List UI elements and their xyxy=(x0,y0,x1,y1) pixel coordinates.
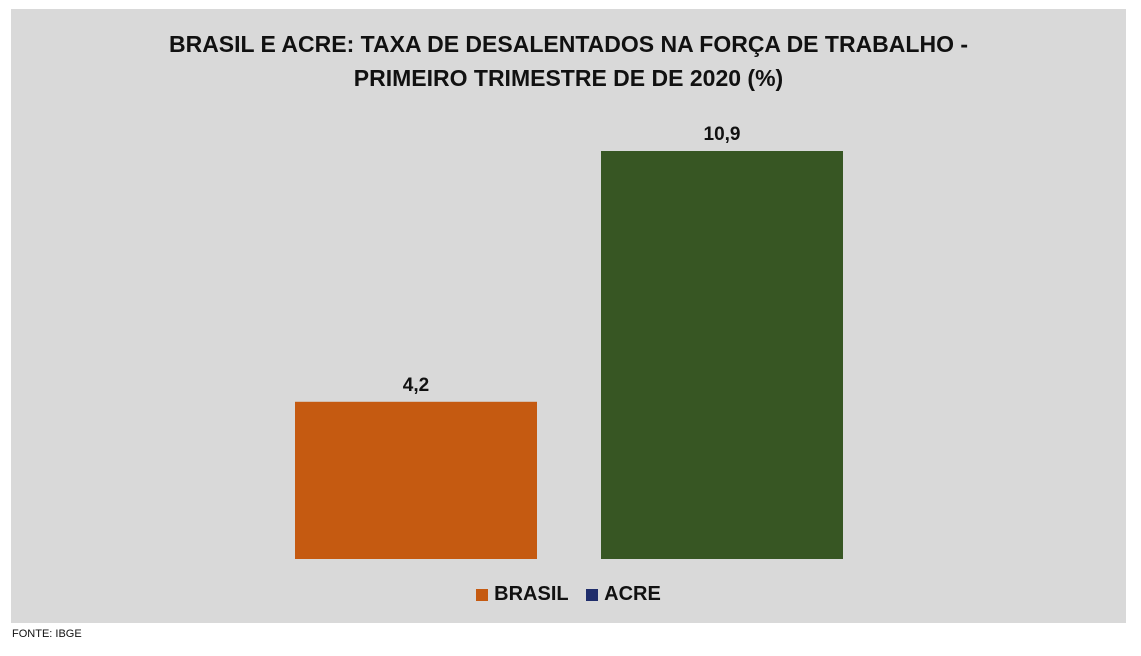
chart-title-line-1: BRASIL E ACRE: TAXA DE DESALENTADOS NA F… xyxy=(168,31,969,57)
source-note: FONTE: IBGE xyxy=(12,628,82,640)
data-label-acre: 10,9 xyxy=(704,124,741,145)
legend-swatch-acre xyxy=(586,588,599,601)
plot-area: 4,2 10,9 xyxy=(295,124,843,559)
legend-item-brasil: BRASIL xyxy=(476,583,569,606)
chart-title: BRASIL E ACRE: TAXA DE DESALENTADOS NA F… xyxy=(11,27,1126,95)
legend: BRASIL ACRE xyxy=(11,583,1126,607)
bar-acre xyxy=(601,151,843,559)
chart-title-line-2: PRIMEIRO TRIMESTRE DE DE 2020 (%) xyxy=(353,65,784,91)
chart-area: BRASIL E ACRE: TAXA DE DESALENTADOS NA F… xyxy=(11,9,1126,623)
legend-item-acre: ACRE xyxy=(586,583,661,606)
legend-swatch-brasil xyxy=(476,588,489,601)
data-label-brasil: 4,2 xyxy=(403,375,429,396)
bar-brasil xyxy=(295,401,537,559)
legend-label-brasil: BRASIL xyxy=(494,583,569,605)
legend-label-acre: ACRE xyxy=(604,583,661,605)
